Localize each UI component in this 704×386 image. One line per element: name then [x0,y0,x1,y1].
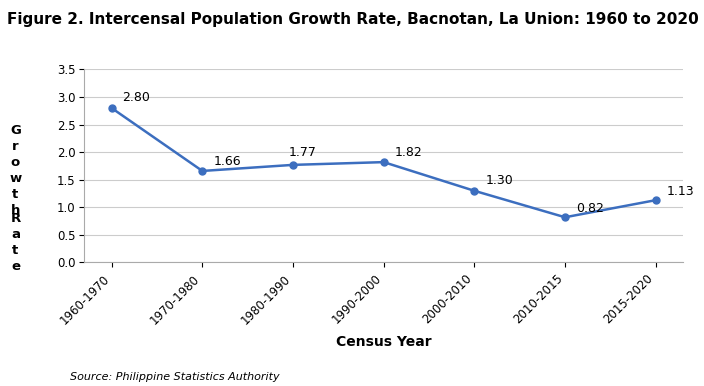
X-axis label: Census Year: Census Year [336,335,432,349]
Text: R
a
t
e: R a t e [11,212,20,273]
Text: 1.77: 1.77 [289,146,316,159]
Text: 1.13: 1.13 [667,185,694,198]
Text: 1.82: 1.82 [394,146,422,159]
Text: 0.82: 0.82 [576,202,604,215]
Text: 1.30: 1.30 [485,174,513,188]
Text: 2.80: 2.80 [122,91,151,104]
Text: Figure 2. Intercensal Population Growth Rate, Bacnotan, La Union: 1960 to 2020: Figure 2. Intercensal Population Growth … [7,12,699,27]
Text: 1.66: 1.66 [213,155,241,168]
Text: Source: Philippine Statistics Authority: Source: Philippine Statistics Authority [70,372,280,382]
Text: G
r
o
w
t
h: G r o w t h [9,124,22,217]
